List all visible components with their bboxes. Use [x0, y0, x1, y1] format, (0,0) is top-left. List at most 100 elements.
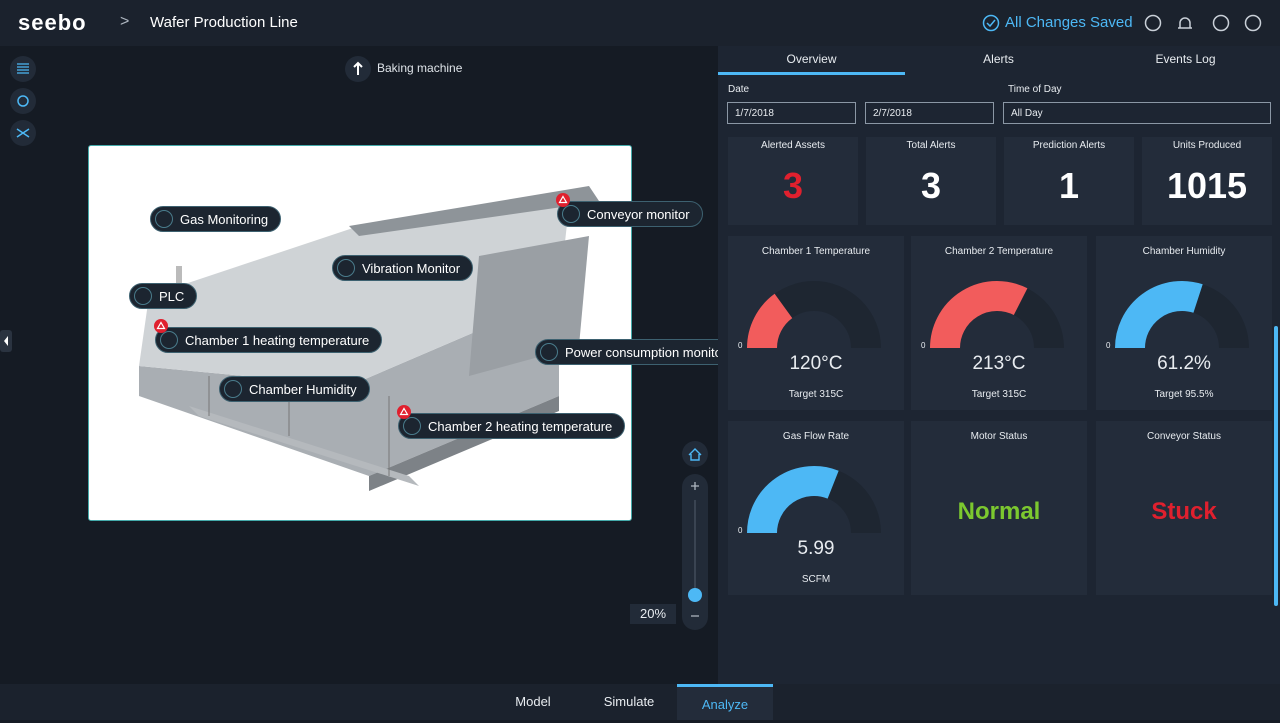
hotspot-label: Vibration Monitor: [362, 260, 461, 276]
hotspot[interactable]: Vibration Monitor: [332, 255, 474, 281]
tool-button[interactable]: [10, 88, 36, 114]
tab[interactable]: Alerts: [983, 52, 1014, 66]
alert-badge: [397, 405, 411, 419]
gauge: [747, 466, 881, 534]
bottom-bar: Model Simulate Analyze: [0, 684, 1280, 720]
kpi-value: 1: [1058, 165, 1080, 206]
bottom-tab[interactable]: Analyze: [677, 684, 773, 720]
hotspot[interactable]: Chamber 1 heating temperature: [155, 327, 383, 353]
hotspot[interactable]: Chamber 2 heating temperature: [398, 413, 626, 439]
gauge-card: Gas Flow Rate 0 5.99 SCFM: [728, 421, 904, 595]
alert-badge: [556, 193, 570, 207]
alert-badge: [154, 319, 168, 333]
hotspot[interactable]: Gas Monitoring: [150, 206, 282, 232]
hotspot-icon: [155, 210, 173, 228]
gauge-card: Chamber 2 Temperature 0 213°C Target 315C: [911, 236, 1087, 410]
gauge-caption: SCFM: [801, 574, 831, 585]
time-label: Time of Day: [1008, 84, 1062, 95]
time-select[interactable]: All Day: [1003, 102, 1271, 124]
hotspot-icon: [224, 380, 242, 398]
hotspot-label: Chamber 2 heating temperature: [428, 418, 613, 434]
gauge-value: 120°C: [789, 353, 843, 374]
gauge-min: 0: [738, 526, 743, 535]
hotspot-icon: [562, 205, 580, 223]
breadcrumb[interactable]: Wafer Production Line: [150, 14, 298, 31]
hotspot-label: PLC: [159, 288, 185, 304]
hotspot-icon: [337, 259, 355, 277]
status-card: Motor Status Normal: [911, 421, 1087, 595]
hotspot[interactable]: Conveyor monitor: [557, 201, 703, 227]
gauge-caption: Target 95.5%: [1154, 389, 1214, 400]
date-to[interactable]: 2/7/2018: [865, 102, 994, 124]
gauge-card: Chamber 1 Temperature 0 120°C Target 315C: [728, 236, 904, 410]
gauge: [747, 281, 881, 349]
status-value: Stuck: [1151, 498, 1217, 525]
hotspot[interactable]: Power consumption monitor: [535, 339, 740, 365]
status-title: Motor Status: [970, 431, 1028, 442]
status-title: Conveyor Status: [1147, 431, 1221, 442]
gauge: [1115, 281, 1249, 349]
bottom-tab[interactable]: Simulate: [603, 694, 655, 709]
view-title: Baking machine: [377, 61, 463, 75]
gauge-value: 61.2%: [1157, 353, 1211, 374]
hotspot-icon: [540, 343, 558, 361]
tab[interactable]: Events Log: [1155, 52, 1216, 66]
gauge-title: Chamber Humidity: [1142, 246, 1226, 257]
scrollbar[interactable]: [1274, 326, 1278, 606]
hotspot-icon: [134, 287, 152, 305]
gauge-title: Chamber 1 Temperature: [761, 246, 871, 257]
hotspot-label: Gas Monitoring: [180, 211, 269, 227]
logo[interactable]: seebo: [18, 10, 87, 35]
hotspot-label: Power consumption monitor: [565, 344, 727, 360]
save-status: All Changes Saved: [1005, 14, 1133, 31]
status-value: Normal: [957, 498, 1041, 525]
kpi-card: Prediction Alerts 1: [1004, 137, 1134, 225]
kpi-card: Units Produced 1015: [1142, 137, 1272, 225]
gauge-title: Gas Flow Rate: [782, 431, 850, 442]
side-tools: [10, 56, 36, 146]
top-bar: seebo > Wafer Production Line All Change…: [0, 0, 1280, 46]
gauge-caption: Target 315C: [971, 389, 1027, 400]
bell-icon[interactable]: [1178, 17, 1192, 29]
help-icon[interactable]: [1212, 14, 1230, 32]
home-button[interactable]: [682, 441, 708, 467]
saved-icon: [982, 14, 1000, 32]
gauge-title: Chamber 2 Temperature: [944, 246, 1054, 257]
hotspot-label: Chamber Humidity: [249, 381, 357, 397]
date-from[interactable]: 1/7/2018: [727, 102, 856, 124]
gauge-min: 0: [921, 341, 926, 350]
hotspot[interactable]: PLC: [129, 283, 198, 309]
bottom-tab[interactable]: Model: [515, 694, 551, 709]
kpi-label: Prediction Alerts: [1032, 140, 1106, 151]
gauge-min: 0: [738, 341, 743, 350]
kpi-card: Total Alerts 3: [866, 137, 996, 225]
gauge-caption: Target 315C: [788, 389, 844, 400]
gauge-min: 0: [1106, 341, 1111, 350]
status-card: Conveyor Status Stuck: [1096, 421, 1272, 595]
up-button[interactable]: [344, 55, 372, 83]
zoom-control: [682, 441, 708, 630]
kpi-label: Total Alerts: [906, 140, 956, 151]
chevron: >: [120, 13, 130, 30]
nav-icon[interactable]: [1144, 14, 1162, 32]
gauge-value: 5.99: [797, 538, 835, 559]
zoom-handle[interactable]: [688, 588, 702, 602]
kpi-card: Alerted Assets 3: [728, 137, 858, 225]
gauge: [930, 281, 1064, 349]
date-label: Date: [728, 84, 750, 95]
kpi-value: 1015: [1166, 165, 1248, 206]
kpi-value: 3: [920, 165, 942, 206]
gauge-value: 213°C: [972, 353, 1026, 374]
tab[interactable]: Overview: [718, 46, 905, 75]
hotspot[interactable]: Chamber Humidity: [219, 376, 370, 402]
kpi-value: 3: [782, 165, 804, 206]
hotspot-icon: [160, 331, 178, 349]
collapse-handle[interactable]: [0, 330, 12, 352]
hotspot-label: Conveyor monitor: [587, 206, 690, 222]
user-icon[interactable]: [1244, 14, 1262, 32]
tool-button[interactable]: [10, 56, 36, 82]
hotspot-icon: [403, 417, 421, 435]
hotspot-label: Chamber 1 heating temperature: [185, 332, 370, 348]
kpi-label: Alerted Assets: [761, 140, 825, 151]
